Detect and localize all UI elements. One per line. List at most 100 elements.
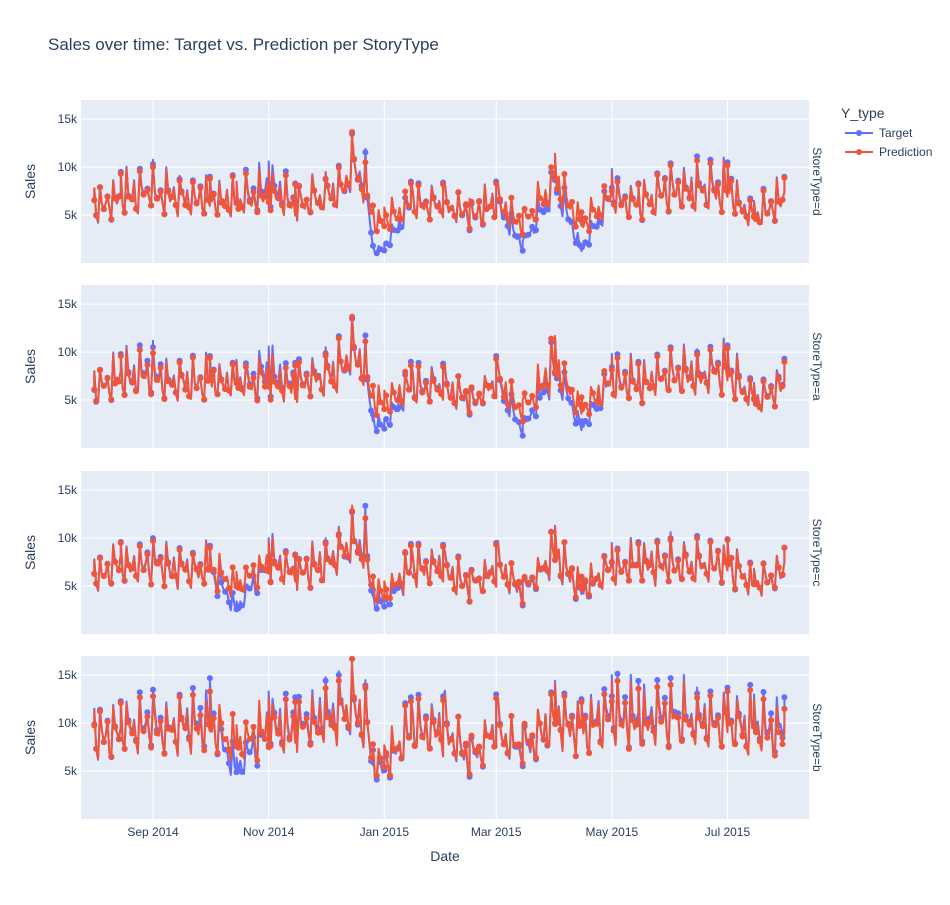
data-point — [136, 694, 143, 701]
data-point — [707, 688, 714, 695]
data-point — [214, 588, 221, 595]
data-point — [261, 736, 268, 743]
data-point — [608, 188, 615, 195]
data-point — [299, 202, 306, 209]
legend-item-prediction[interactable]: Prediction — [845, 145, 932, 159]
data-point — [756, 584, 763, 591]
data-point — [533, 413, 539, 420]
data-point — [760, 560, 767, 567]
legend-target-label: Target — [879, 126, 913, 140]
legend-item-target[interactable]: Target — [845, 126, 913, 140]
data-point — [512, 218, 519, 225]
data-point — [299, 382, 306, 389]
data-point — [407, 362, 414, 369]
data-point — [707, 160, 714, 167]
data-point — [629, 717, 636, 724]
data-point — [104, 193, 111, 200]
data-point — [696, 714, 702, 721]
data-point — [354, 549, 361, 556]
data-point — [646, 719, 653, 726]
data-point — [635, 685, 642, 692]
data-point — [193, 725, 200, 732]
data-point — [715, 181, 721, 188]
y-tick-label: 5k — [64, 393, 78, 407]
data-point — [544, 382, 551, 389]
data-point — [383, 212, 390, 219]
data-point — [557, 572, 564, 579]
data-point — [364, 719, 371, 726]
facet-panel-storetype-a: 5k 10k 15k Sales StoreType=a — [22, 285, 824, 448]
data-point — [93, 397, 100, 404]
data-point — [246, 572, 253, 579]
data-point — [186, 736, 193, 743]
data-point — [315, 567, 321, 574]
data-point — [519, 760, 526, 767]
data-point — [129, 196, 136, 203]
data-point — [572, 594, 579, 601]
data-point — [601, 368, 608, 374]
data-point — [724, 162, 731, 169]
data-point — [650, 208, 657, 215]
data-point — [426, 216, 433, 223]
data-point — [747, 681, 754, 688]
data-point — [724, 345, 731, 352]
data-point — [739, 208, 746, 215]
data-point — [381, 603, 388, 610]
data-point — [633, 201, 640, 208]
data-point — [214, 211, 221, 218]
data-point — [383, 416, 390, 422]
data-point — [561, 693, 568, 699]
data-point — [229, 711, 236, 717]
data-point — [447, 205, 454, 212]
data-point — [625, 745, 632, 752]
data-point — [504, 400, 511, 407]
data-point — [430, 559, 437, 566]
data-point — [605, 195, 611, 202]
data-point — [222, 588, 229, 595]
data-point — [282, 690, 289, 697]
data-point — [315, 374, 321, 381]
data-point — [423, 715, 429, 722]
data-point — [519, 418, 526, 425]
data-point — [686, 568, 693, 575]
data-point — [373, 772, 380, 779]
data-point — [521, 720, 528, 727]
data-point — [476, 390, 483, 397]
data-point — [781, 174, 788, 181]
data-point — [565, 202, 572, 209]
data-point — [91, 722, 98, 729]
data-point — [368, 581, 375, 588]
data-point — [671, 567, 678, 574]
data-point — [358, 556, 365, 563]
data-point — [593, 223, 600, 230]
data-point — [561, 539, 568, 546]
data-point — [572, 409, 579, 416]
data-point — [771, 403, 778, 410]
data-point — [593, 575, 600, 582]
data-point — [479, 762, 486, 769]
data-point — [476, 575, 483, 582]
data-point — [144, 361, 151, 368]
data-point — [303, 372, 310, 379]
data-point — [696, 553, 702, 560]
data-point — [525, 231, 532, 238]
data-point — [117, 170, 124, 177]
data-point — [629, 378, 636, 385]
data-point — [438, 573, 445, 580]
data-point — [451, 212, 458, 219]
legend[interactable]: Y_type Target Prediction — [841, 105, 932, 159]
data-point — [364, 373, 371, 380]
data-point — [239, 586, 246, 593]
data-point — [390, 208, 397, 215]
data-point — [250, 370, 257, 377]
data-point — [633, 386, 640, 393]
data-point — [430, 378, 437, 384]
data-point — [760, 378, 767, 385]
data-point — [768, 384, 775, 391]
data-point — [601, 183, 608, 190]
data-point — [282, 696, 289, 703]
data-point — [349, 129, 356, 136]
data-point — [368, 392, 375, 399]
data-point — [525, 738, 532, 745]
data-point — [661, 694, 668, 701]
